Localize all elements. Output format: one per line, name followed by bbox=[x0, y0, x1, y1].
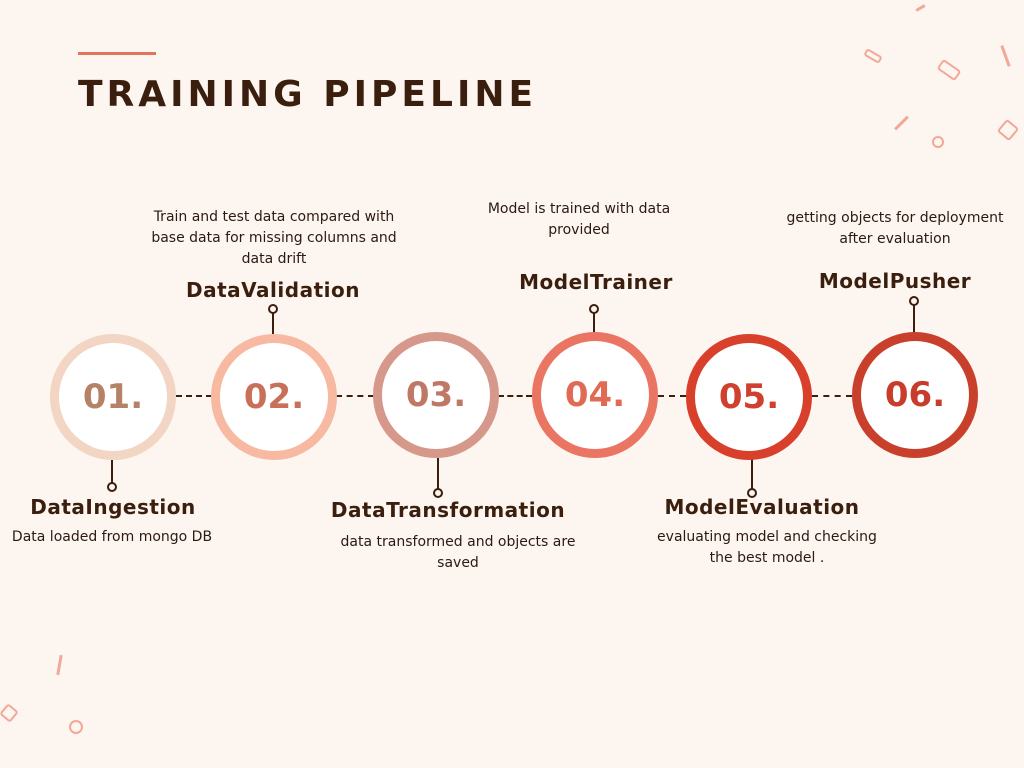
stage-5-description: evaluating model and checking the best m… bbox=[657, 529, 877, 566]
confetti-decoration bbox=[863, 48, 883, 64]
confetti-decoration bbox=[0, 703, 19, 723]
connector-stem bbox=[437, 458, 439, 492]
stage-4-description: Model is trained with data provided bbox=[487, 201, 671, 238]
stage-6-description: getting objects for deployment after eva… bbox=[786, 210, 1004, 247]
connector-line bbox=[498, 395, 532, 397]
connector-line bbox=[176, 395, 212, 397]
stage-4-number: 04. bbox=[564, 375, 626, 415]
confetti-decoration bbox=[932, 136, 944, 148]
stage-2-name: DataValidation bbox=[186, 278, 360, 302]
confetti-decoration bbox=[936, 58, 962, 82]
confetti-decoration bbox=[996, 118, 1020, 142]
stage-3-description: data transformed and objects are saved bbox=[340, 534, 576, 571]
page-title: TRAINING PIPELINE bbox=[78, 74, 538, 115]
stage-4-name: ModelTrainer bbox=[519, 270, 673, 294]
stage-3-circle: 03. bbox=[373, 332, 499, 458]
confetti-decoration bbox=[56, 654, 63, 676]
stage-6-circle: 06. bbox=[852, 332, 978, 458]
stage-1-description: Data loaded from mongo DB bbox=[11, 529, 213, 545]
stage-6-number: 06. bbox=[884, 375, 946, 415]
stage-1-circle: 01. bbox=[50, 334, 176, 460]
title-accent-bar bbox=[78, 52, 156, 55]
connector-dot bbox=[107, 482, 117, 492]
stage-5-circle: 05. bbox=[686, 334, 812, 460]
connector-line bbox=[658, 395, 686, 397]
connector-stem bbox=[272, 308, 274, 334]
stage-6-name: ModelPusher bbox=[818, 269, 972, 293]
connector-dot bbox=[909, 296, 919, 306]
stage-1-name: DataIngestion bbox=[30, 495, 196, 519]
connector-stem bbox=[111, 460, 113, 486]
connector-dot bbox=[433, 488, 443, 498]
stage-2-description: Train and test data compared with base d… bbox=[151, 209, 397, 267]
stage-5-number: 05. bbox=[718, 377, 780, 417]
stage-2-circle: 02. bbox=[211, 334, 337, 460]
stage-1-number: 01. bbox=[82, 377, 144, 417]
stage-5-name: ModelEvaluation bbox=[664, 495, 860, 519]
connector-dot bbox=[268, 304, 278, 314]
confetti-decoration bbox=[69, 720, 83, 734]
stage-3-number: 03. bbox=[405, 375, 467, 415]
connector-line bbox=[812, 395, 852, 397]
confetti-decoration bbox=[894, 115, 909, 131]
stage-3-name: DataTransformation bbox=[330, 498, 566, 522]
connector-dot bbox=[589, 304, 599, 314]
confetti-decoration bbox=[915, 4, 926, 12]
connector-line bbox=[336, 395, 374, 397]
confetti-decoration bbox=[1000, 45, 1011, 67]
stage-4-circle: 04. bbox=[532, 332, 658, 458]
stage-2-number: 02. bbox=[243, 377, 305, 417]
connector-stem bbox=[913, 300, 915, 334]
connector-stem bbox=[593, 308, 595, 334]
connector-dot bbox=[747, 488, 757, 498]
connector-stem bbox=[751, 458, 753, 492]
